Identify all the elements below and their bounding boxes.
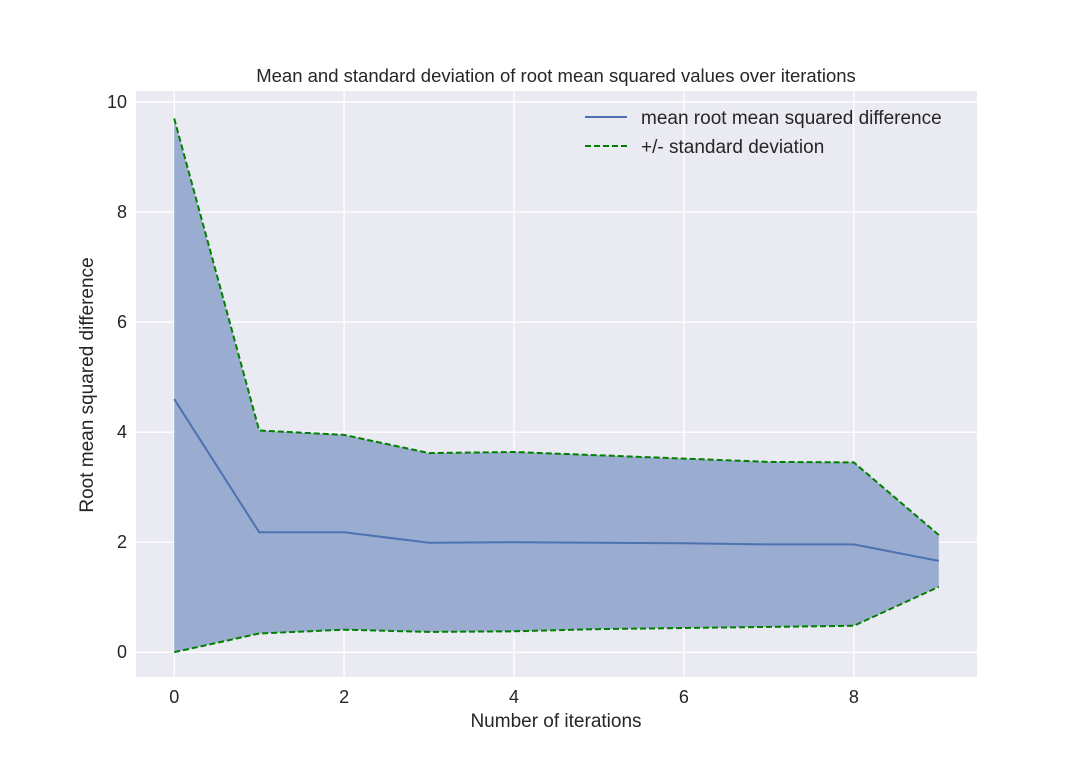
y-tick-label: 8 bbox=[117, 202, 127, 222]
y-tick-labels: 0 2 4 6 8 10 bbox=[107, 92, 127, 662]
y-tick-label: 0 bbox=[117, 642, 127, 662]
legend: mean root mean squared difference +/- st… bbox=[585, 108, 942, 158]
x-tick-label: 4 bbox=[509, 687, 519, 707]
y-tick-label: 10 bbox=[107, 92, 127, 112]
y-tick-label: 4 bbox=[117, 422, 127, 442]
x-tick-label: 0 bbox=[169, 687, 179, 707]
chart-title: Mean and standard deviation of root mean… bbox=[256, 65, 856, 86]
x-tick-label: 8 bbox=[849, 687, 859, 707]
x-axis-label: Number of iterations bbox=[470, 711, 641, 732]
y-tick-label: 2 bbox=[117, 532, 127, 552]
std-band bbox=[174, 118, 939, 653]
upper-std-line bbox=[173, 118, 940, 536]
x-tick-labels: 0 2 4 6 8 bbox=[169, 687, 859, 707]
y-tick-label: 6 bbox=[117, 312, 127, 332]
lower-std-line bbox=[173, 585, 940, 654]
y-axis-label: Root mean squared difference bbox=[77, 257, 98, 512]
legend-mean-label: mean root mean squared difference bbox=[641, 108, 942, 129]
mean-line bbox=[173, 398, 939, 562]
x-tick-label: 6 bbox=[679, 687, 689, 707]
legend-std-label: +/- standard deviation bbox=[641, 137, 824, 158]
x-tick-label: 2 bbox=[339, 687, 349, 707]
